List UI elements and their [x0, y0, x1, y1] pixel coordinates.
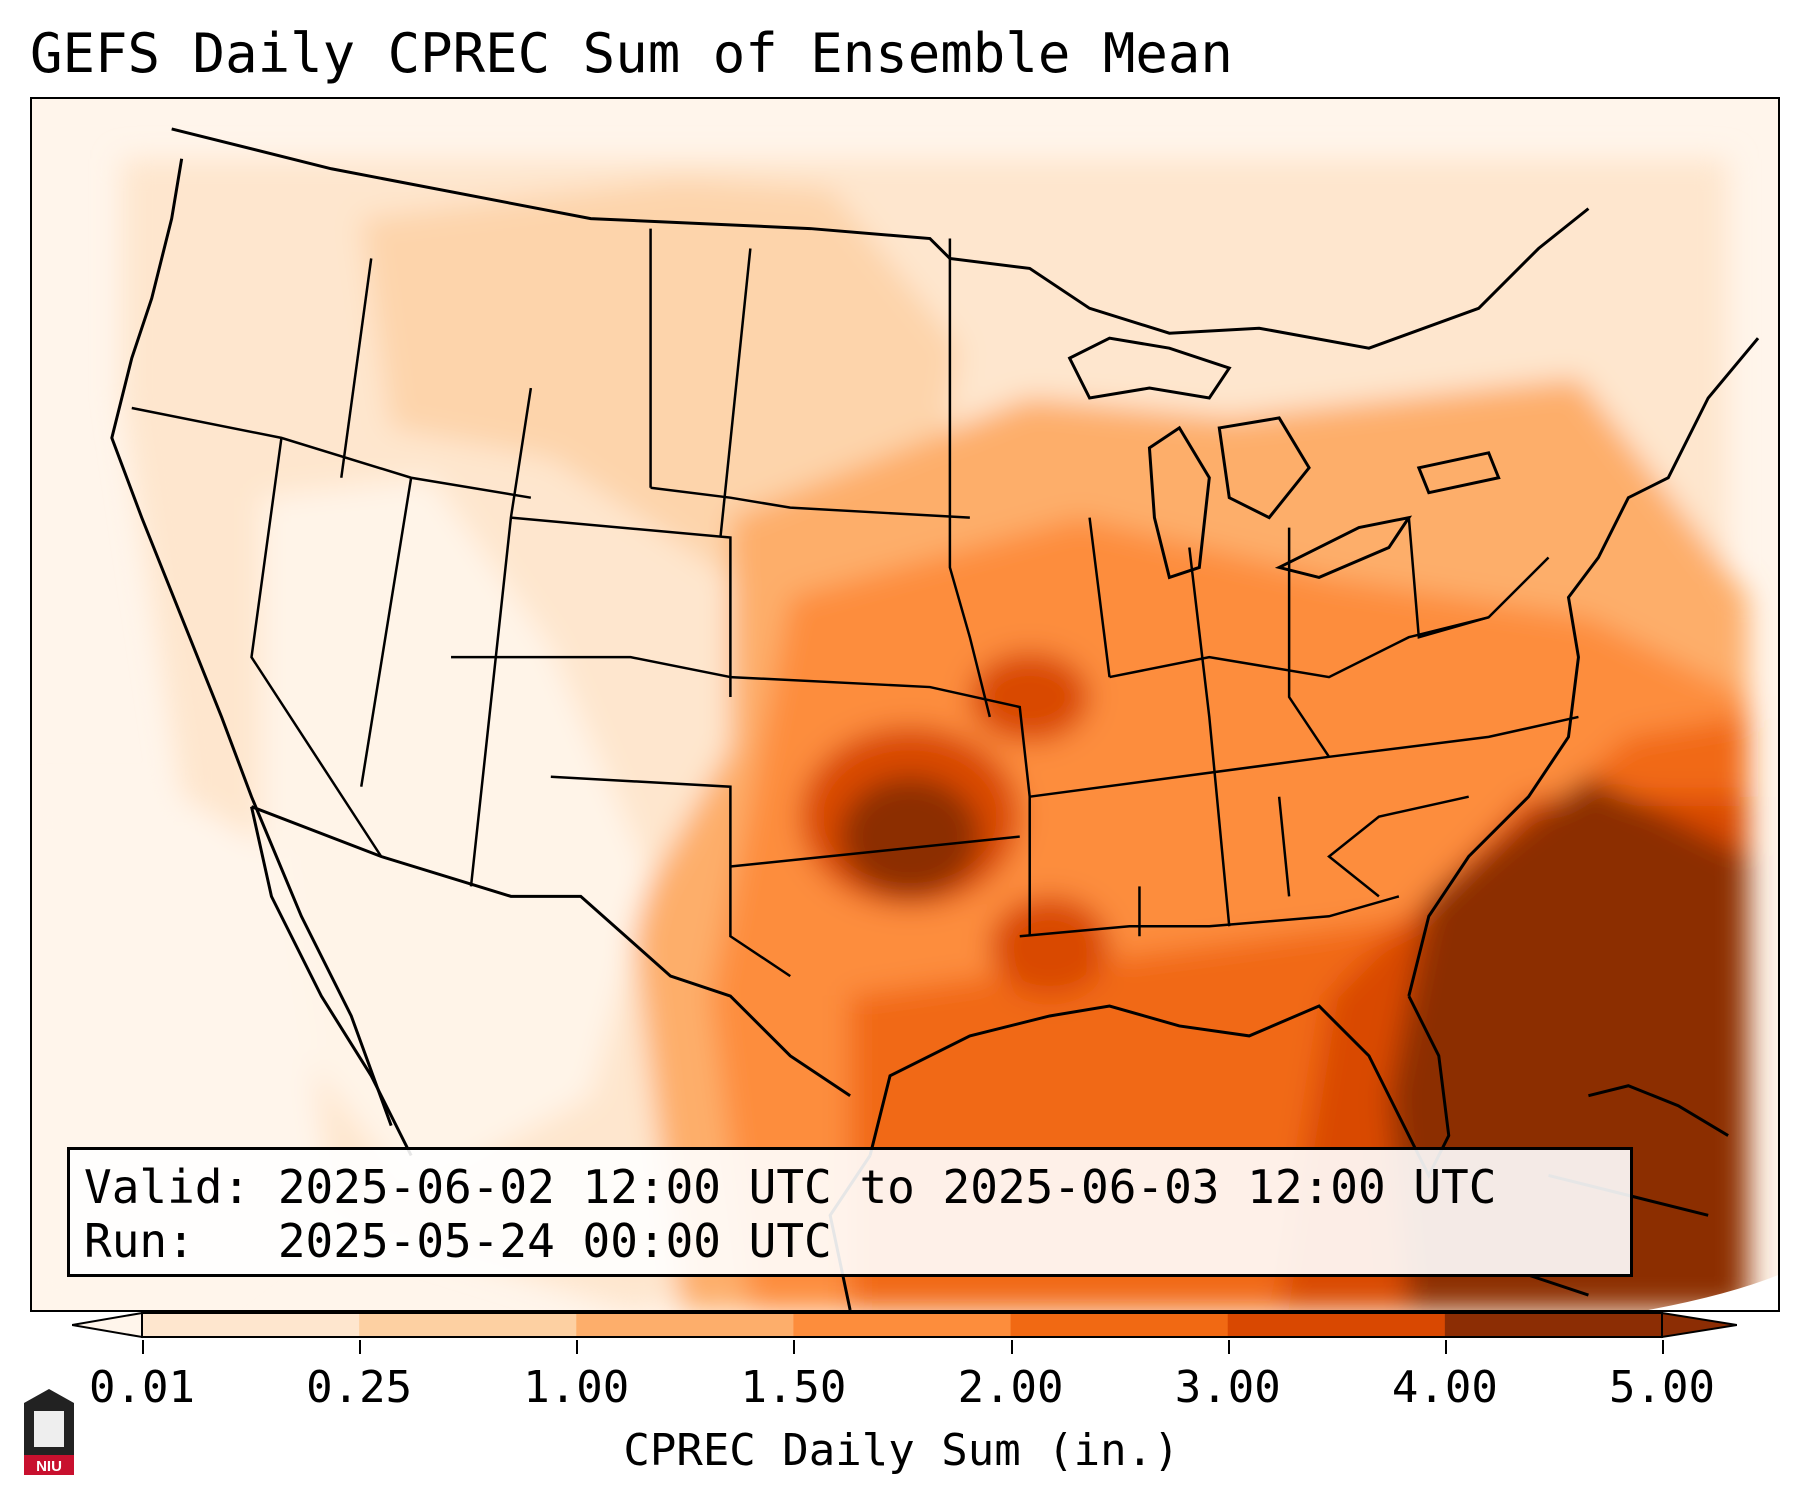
run-line: Run: 2025-05-24 00:00 UTC [84, 1214, 832, 1268]
logo-building [34, 1411, 64, 1447]
us-mexico-border [250, 805, 851, 1097]
precip-field [32, 158, 1749, 1310]
colorbar-segment [793, 1313, 1012, 1337]
lake-erie [1274, 515, 1413, 579]
colorbar-extend-high [1661, 1311, 1737, 1339]
colorbar-label: CPREC Daily Sum (in.) [623, 1425, 1180, 1476]
colorbar-tick-label: 0.01 [89, 1362, 195, 1413]
us-canada-border [171, 127, 1590, 350]
colorbar-tick [1662, 1340, 1664, 1354]
colorbar-tick-label: 1.50 [740, 1362, 847, 1413]
colorbar-tick-label: 1.00 [523, 1362, 630, 1413]
precipitation-map [32, 99, 1778, 1310]
map-panel [30, 97, 1780, 1312]
state-borders [131, 228, 1579, 978]
colorbar-segment [359, 1313, 577, 1337]
map-title: GEFS Daily CPREC Sum of Ensemble Mean [30, 22, 1233, 85]
colorbar-segment [1010, 1313, 1229, 1337]
colorbar-tick-label: 2.00 [957, 1362, 1064, 1413]
east-coastline [1407, 337, 1760, 997]
colorbar-tick-label: 3.00 [1174, 1362, 1281, 1413]
lake-michigan [1147, 425, 1211, 580]
colorbar-tick [576, 1340, 579, 1354]
colorbar-tick-label: 4.00 [1391, 1362, 1498, 1413]
colorbar-tick [793, 1340, 796, 1354]
colorbar-tick-label: 5.00 [1609, 1362, 1715, 1413]
colorbar-extend-low [72, 1311, 143, 1339]
lake-huron [1217, 416, 1311, 520]
colorbar-tick [359, 1340, 362, 1354]
gulf-coastline [868, 995, 1451, 1179]
colorbar-tick [142, 1340, 144, 1354]
baja-coastline [250, 806, 413, 1157]
colorbar-segment [1444, 1313, 1663, 1337]
west-coastline [110, 158, 393, 1127]
valid-time-box: Valid: 2025-06-02 12:00 UTC to 2025-06-0… [67, 1147, 1633, 1277]
colorbar [72, 1311, 1737, 1339]
colorbar-tick [1227, 1340, 1230, 1354]
colorbar-tick-label: 0.25 [306, 1362, 413, 1413]
lake-superior [1067, 336, 1232, 400]
niu-logo: NIU [24, 1389, 74, 1475]
colorbar-outline [141, 1312, 1663, 1338]
logo-banner [24, 1455, 74, 1475]
valid-line: Valid: 2025-06-02 12:00 UTC to 2025-06-0… [84, 1160, 1497, 1214]
projection-corner [1648, 1155, 1778, 1310]
colorbar-tick [1444, 1340, 1447, 1354]
lake-ontario [1416, 451, 1501, 495]
colorbar-segment [142, 1313, 360, 1337]
logo-text: NIU [36, 1458, 62, 1475]
colorbar-segment [576, 1313, 794, 1337]
colorbar-segment [1227, 1313, 1446, 1337]
colorbar-tick [1010, 1340, 1013, 1354]
